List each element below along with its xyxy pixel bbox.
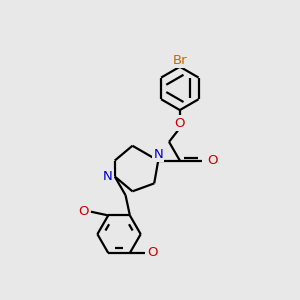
Text: N: N: [153, 148, 163, 161]
Text: N: N: [153, 148, 163, 161]
Text: O: O: [79, 205, 89, 218]
Text: O: O: [175, 117, 185, 130]
Text: N: N: [103, 170, 113, 183]
Text: O: O: [207, 154, 217, 167]
Text: Br: Br: [172, 53, 187, 67]
Text: O: O: [147, 246, 158, 260]
